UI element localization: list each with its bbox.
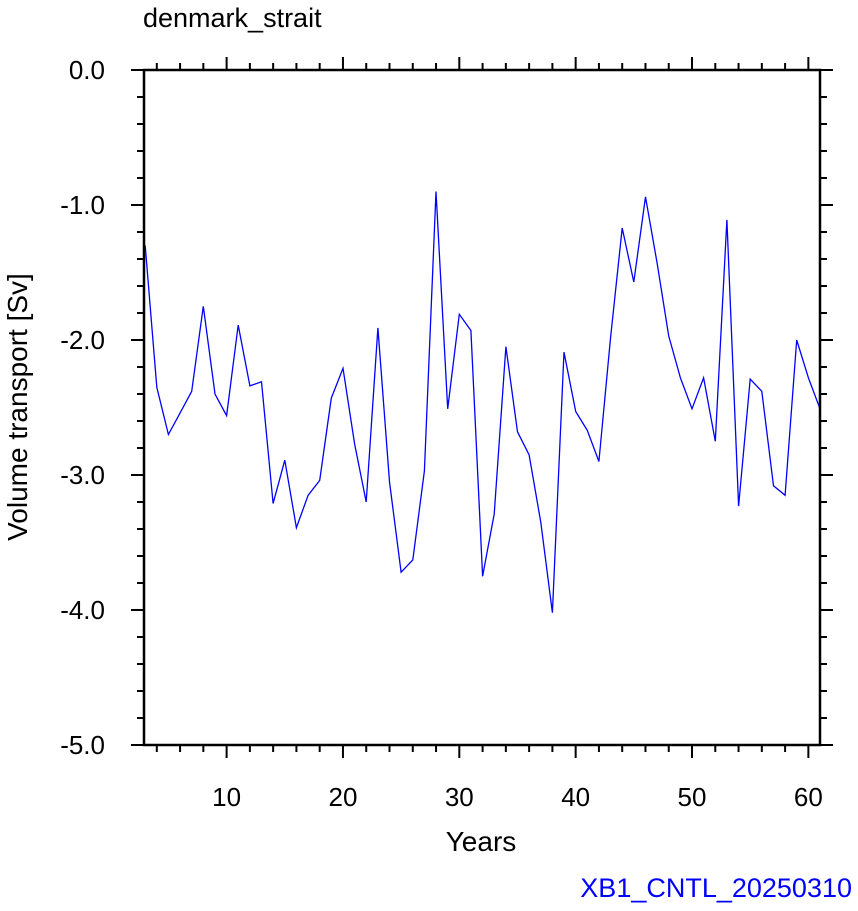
chart-title: denmark_strait [143,3,322,33]
x-tick-label: 30 [445,782,474,812]
x-axis-label: Years [446,826,517,857]
series-line [144,191,821,613]
x-tick-label: 20 [328,782,357,812]
x-tick-label: 10 [212,782,241,812]
y-axis-label: Volume transport [Sv] [2,273,33,541]
plot-frame [142,68,822,747]
y-tick-label: -5.0 [60,730,105,760]
y-tick-label: -1.0 [60,190,105,220]
x-tick-label: 50 [678,782,707,812]
y-tick-label: -3.0 [60,460,105,490]
x-tick-label: 40 [561,782,590,812]
y-tick-label: -2.0 [60,325,105,355]
footer-label: XB1_CNTL_20250310 [580,873,852,903]
y-tick-label: 0.0 [69,55,105,85]
x-tick-label: 60 [794,782,823,812]
y-tick-label: -4.0 [60,595,105,625]
